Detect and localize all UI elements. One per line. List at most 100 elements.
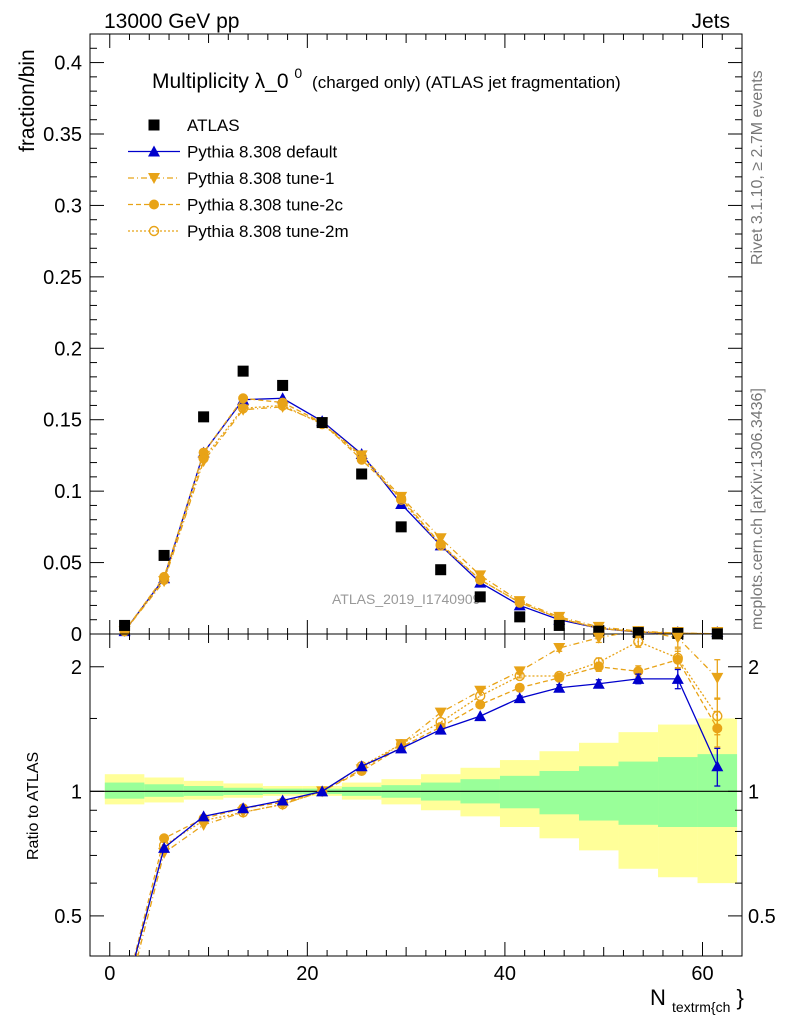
legend-label: Pythia 8.308 tune-2c	[187, 196, 343, 215]
ratio-series-point	[434, 723, 447, 735]
main-y-tick-label: 0.4	[54, 53, 82, 75]
main-y-tick-label: 0.3	[54, 195, 82, 217]
main-panel: 0 0.05 0.1 0.15 0.2 0.25 0.3 0.35 0.4	[43, 33, 743, 646]
uncertainty-band-inner	[618, 761, 659, 825]
ratio-series-point	[474, 710, 487, 722]
atlas-data-point	[277, 379, 289, 391]
series-line	[124, 397, 718, 635]
series-point	[237, 403, 249, 414]
main-y-tick-label: 0.25	[43, 267, 82, 289]
ratio-series-line	[135, 640, 718, 956]
ratio-x-tick-label: 60	[691, 963, 713, 985]
series-line	[124, 404, 718, 635]
series-point	[237, 404, 250, 416]
series-point	[238, 393, 249, 404]
ratio-xlabel-main: N	[650, 985, 666, 1010]
ratio-y-tick-label-right: 2	[748, 657, 759, 679]
atlas-data-point	[553, 619, 565, 631]
series-point	[475, 574, 486, 585]
legend-marker	[148, 173, 160, 184]
ratio-y-tick-label: 2	[71, 657, 82, 679]
atlas-data-point	[316, 417, 328, 429]
ratio-y-tick-label: 0.5	[54, 906, 82, 928]
series-point	[158, 574, 170, 585]
uncertainty-band-inner	[104, 782, 145, 799]
series-point	[356, 451, 367, 463]
series-point	[159, 571, 170, 582]
series-point	[395, 494, 407, 505]
main-y-tick-label: 0.15	[43, 410, 82, 432]
legend-marker	[148, 225, 160, 237]
main-y-tick-label: 0.1	[54, 481, 82, 503]
atlas-data-point	[119, 619, 131, 631]
ratio-series-point	[514, 670, 525, 682]
atlas-data-point	[474, 591, 486, 603]
plot-title-main: Multiplicity λ_0	[152, 70, 289, 93]
legend-marker	[149, 199, 159, 210]
atlas-data-point	[356, 468, 368, 480]
ratio-series-point	[276, 794, 289, 806]
rivet-label: Rivet 3.1.10, ≥ 2.7M events	[749, 70, 766, 265]
main-y-tick-label: 0	[71, 624, 82, 646]
ratio-series-point	[237, 802, 250, 814]
ratio-series-point	[514, 682, 525, 693]
legend: ATLAS Pythia 8.308 default Pythia 8.308 tu…	[128, 116, 349, 241]
legend-label: ATLAS	[187, 116, 240, 135]
atlas-data-point	[435, 564, 447, 576]
legend-label: Pythia 8.308 tune-1	[187, 169, 334, 188]
series-point	[395, 498, 408, 509]
ratio-series-line	[133, 658, 718, 956]
ratio-series-point	[513, 692, 526, 704]
atlas-data-point	[632, 627, 644, 639]
ratio-series-point	[434, 707, 447, 719]
uncertainty-band-inner	[539, 770, 579, 815]
header-left: 13000 GeV pp	[104, 10, 239, 33]
ratio-ylabel: Ratio to ATLAS	[25, 752, 42, 860]
header-right: Jets	[691, 10, 730, 33]
main-y-tick-label: 0.2	[54, 338, 82, 360]
ratio-series-line	[134, 678, 718, 956]
ratio-series-point	[355, 760, 368, 772]
series-point	[277, 400, 288, 411]
atlas-data-point	[198, 411, 210, 423]
main-ylabel: fraction/bin	[16, 49, 39, 152]
ratio-series-point	[632, 672, 645, 684]
ratio-series-point	[671, 672, 684, 684]
legend-label: Pythia 8.308 tune-2m	[187, 222, 349, 241]
ratio-xlabel-suffix: }	[737, 985, 744, 1010]
ratio-y-tick-label: 1	[71, 781, 82, 803]
ratio-panel: 0 20 40 60 0.5 0.5 1 1 2 2	[54, 632, 776, 985]
series-point	[435, 540, 446, 551]
ratio-frame	[89, 633, 743, 957]
ratio-series-point	[475, 690, 486, 702]
ratio-y-tick-label-right: 1	[748, 781, 759, 803]
ratio-x-tick-label: 0	[104, 963, 115, 985]
atlas-data-point	[237, 365, 249, 377]
ratio-series-point	[711, 672, 724, 684]
plot-title: Multiplicity λ_0 0 (charged only) (ATLAS…	[152, 60, 621, 93]
main-y-tick-label: 0.05	[43, 553, 82, 575]
main-y-tick-label: 0.35	[43, 124, 82, 146]
ratio-series-point	[672, 652, 683, 664]
ratio-series-point	[633, 636, 644, 647]
ratio-series-point	[711, 760, 724, 772]
series-point	[434, 533, 447, 545]
mcplots-label: mcplots.cern.ch [arXiv:1306.3436]	[749, 388, 766, 630]
atlas-data-point	[514, 611, 526, 623]
ratio-series-point	[593, 657, 604, 668]
ratio-series-point	[592, 632, 605, 644]
ratio-series-point	[712, 710, 723, 722]
watermark: ATLAS_2019_I1740909	[332, 591, 481, 607]
uncertainty-band-inner	[144, 784, 184, 797]
atlas-data-point	[593, 625, 605, 637]
uncertainty-band-inner	[658, 757, 698, 827]
series-point	[198, 453, 209, 464]
atlas-data-point	[395, 521, 407, 533]
ratio-series-point	[475, 699, 486, 710]
ratio-x-tick-label: 40	[494, 963, 516, 985]
legend-marker-atlas	[148, 119, 160, 131]
atlas-data-point	[158, 549, 170, 561]
series-point	[197, 456, 210, 468]
ratio-series-point	[553, 643, 566, 655]
